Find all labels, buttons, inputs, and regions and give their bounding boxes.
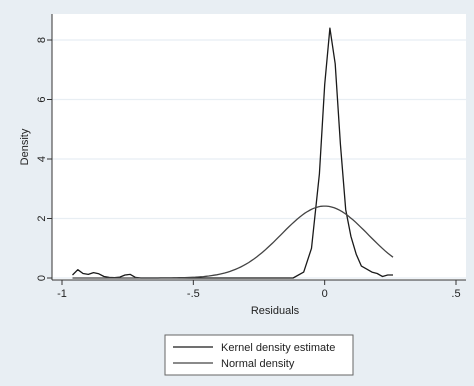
legend-entry: Kernel density estimate bbox=[221, 342, 335, 354]
normal-density-line bbox=[72, 205, 394, 279]
y-tick-label: 2 bbox=[36, 215, 48, 221]
legend-box bbox=[164, 334, 354, 376]
y-axis-title: Density bbox=[19, 128, 31, 165]
x-tick-label: -1 bbox=[57, 288, 67, 300]
x-axis-title: Residuals bbox=[251, 305, 300, 317]
plot-area bbox=[52, 14, 466, 280]
axes: 0 2 4 6 8 -1 -.5 0 .5 bbox=[36, 14, 466, 300]
x-tick-label: 0 bbox=[322, 288, 328, 300]
legend: Kernel density estimate Normal density bbox=[164, 334, 354, 376]
legend-entry: Normal density bbox=[221, 358, 295, 370]
x-tick-label: .5 bbox=[451, 288, 460, 300]
y-tick-label: 4 bbox=[36, 156, 48, 162]
x-tick-label: -.5 bbox=[187, 288, 200, 300]
y-tick-label: 6 bbox=[36, 96, 48, 102]
kernel-density-line bbox=[72, 27, 393, 279]
y-tick-label: 8 bbox=[36, 37, 48, 43]
series-lines bbox=[72, 27, 394, 279]
y-tick-label: 0 bbox=[36, 275, 48, 281]
